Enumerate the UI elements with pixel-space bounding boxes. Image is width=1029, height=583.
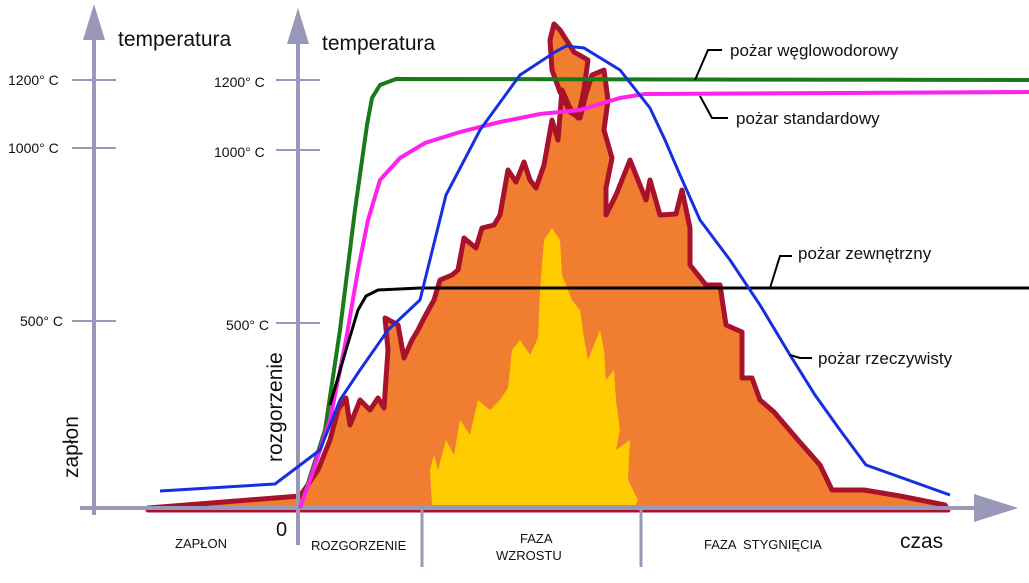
x-axis-label: czas bbox=[900, 530, 943, 553]
tick-label-left-1200: 1200° C bbox=[8, 72, 59, 88]
left-y-axis-label: temperatura bbox=[118, 28, 232, 51]
tick-label-right-1000: 1000° C bbox=[214, 144, 265, 160]
legend-real: pożar rzeczywisty bbox=[818, 349, 953, 368]
tick-label-left-500: 500° C bbox=[20, 313, 63, 329]
phase-growth-line2: WZROSTU bbox=[496, 548, 562, 563]
flame-inner bbox=[430, 228, 638, 505]
phase-flashover: ROZGORZENIE bbox=[311, 538, 407, 553]
origin-label: 0 bbox=[276, 519, 287, 541]
x-axis bbox=[80, 494, 1018, 522]
tick-label-left-1000: 1000° C bbox=[8, 140, 59, 156]
phase-growth-line1: FAZA bbox=[520, 531, 553, 546]
hydrocarbon-curve bbox=[298, 76, 1029, 509]
right-axis bbox=[287, 8, 309, 545]
tick-label-right-500: 500° C bbox=[226, 317, 269, 333]
phase-ignition: ZAPŁON bbox=[175, 536, 227, 551]
ignition-side-label: zapłon bbox=[60, 416, 83, 478]
legend-standard: pożar standardowy bbox=[736, 109, 880, 128]
phase-cooling: FAZA STYGNIĘCIA bbox=[704, 537, 822, 552]
legend-external: pożar zewnętrzny bbox=[798, 244, 932, 263]
right-y-axis-label: temperatura bbox=[322, 32, 436, 55]
external-curve bbox=[328, 286, 1029, 406]
legend-hydrocarbon: pożar węglowodorowy bbox=[730, 41, 899, 60]
flashover-side-label: rozgorzenie bbox=[264, 352, 287, 462]
leader-lines bbox=[694, 49, 812, 359]
tick-marks bbox=[72, 79, 320, 324]
left-axis bbox=[83, 4, 105, 515]
tick-label-right-1200: 1200° C bbox=[214, 74, 265, 90]
phase-separators bbox=[420, 510, 643, 567]
